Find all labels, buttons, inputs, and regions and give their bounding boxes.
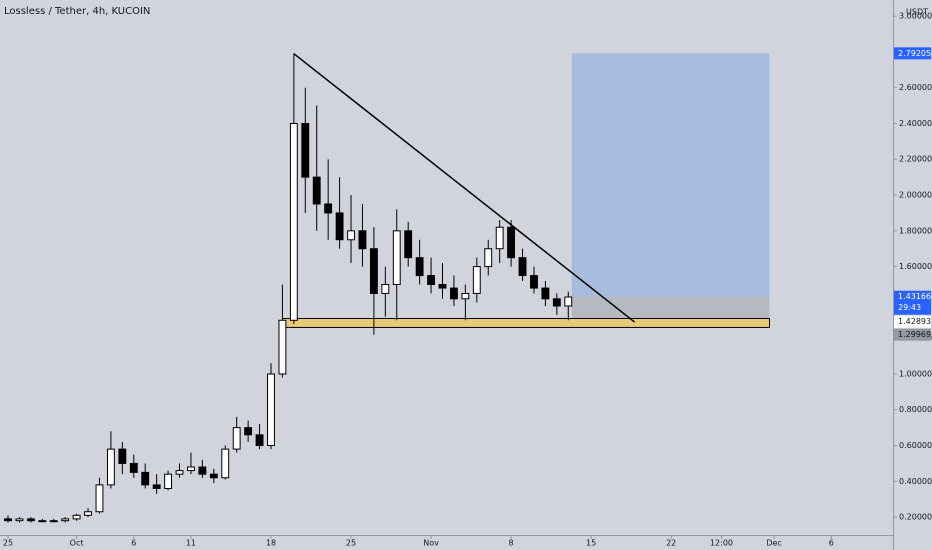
candle-body <box>518 257 527 277</box>
candle-body <box>415 257 424 277</box>
candle-body <box>15 518 24 522</box>
x-tick-label: Oct <box>70 539 84 548</box>
candle-body <box>552 298 561 307</box>
price-label-box <box>894 315 931 328</box>
price-label-box <box>894 290 931 315</box>
candle-body <box>530 275 538 289</box>
candle-body <box>404 230 413 259</box>
support-zone <box>281 317 771 328</box>
candle-body <box>106 448 115 486</box>
candle-body <box>4 518 12 522</box>
candle-body <box>564 296 573 307</box>
candle-body <box>278 319 287 375</box>
candle-body <box>209 473 218 479</box>
x-tick-label: 25 <box>3 539 13 548</box>
candle-body <box>164 473 173 489</box>
candle-body <box>118 448 127 464</box>
y-tick-label: 1.00000 <box>899 369 932 378</box>
x-tick-label: 6 <box>829 539 834 548</box>
x-tick-label: 8 <box>509 539 514 548</box>
x-tick-label: 12:00 <box>710 539 733 548</box>
price-label-box <box>894 328 931 341</box>
candle-body <box>232 427 241 450</box>
candle-body <box>324 203 333 214</box>
candle-body <box>141 471 150 486</box>
candle-body <box>312 176 321 205</box>
y-tick-label: 2.60000 <box>899 83 932 92</box>
candle-body <box>461 292 470 300</box>
chart-title: Lossless / Tether, 4h, KUCOIN <box>4 6 150 17</box>
countdown-label: 29:43 <box>898 303 921 312</box>
candle-body <box>301 122 310 178</box>
price-label: 1.42893 <box>898 317 931 326</box>
candle-body <box>221 448 230 479</box>
candle-body <box>187 466 195 472</box>
price-label: 1.29969 <box>898 330 931 339</box>
x-tick-label: 11 <box>186 539 196 548</box>
x-tick-label: 18 <box>266 539 276 548</box>
x-tick-label: 15 <box>586 539 596 548</box>
price-label-box <box>894 47 931 60</box>
candle-body <box>507 226 516 259</box>
candle-body <box>175 470 184 475</box>
x-tick-label: 6 <box>131 539 136 548</box>
y-tick-label: 1.80000 <box>899 226 932 235</box>
candle-body <box>244 427 253 436</box>
candle-body <box>347 230 355 241</box>
candle-body <box>392 230 401 285</box>
candle-body <box>95 484 104 513</box>
candle-body <box>438 283 447 289</box>
x-tick-label: 25 <box>346 539 356 548</box>
candle-body <box>381 283 390 294</box>
stop-zone <box>571 296 770 319</box>
candle-body <box>289 122 298 321</box>
candle-body <box>495 226 504 250</box>
y-tick-label: 3.00000 <box>899 12 932 21</box>
candle-body <box>369 248 378 294</box>
candle-body <box>26 518 35 522</box>
candle-body <box>450 287 458 300</box>
candle-body <box>72 514 81 520</box>
candle-body <box>84 511 92 516</box>
y-tick-label: 2.20000 <box>899 155 932 164</box>
candle-body <box>38 520 47 523</box>
candle-body <box>49 520 58 523</box>
price-label: 2.79205 <box>898 49 931 58</box>
candle-body <box>472 266 481 294</box>
candle-body <box>61 518 70 522</box>
currency-label: USDT <box>906 8 928 17</box>
candle-body <box>335 212 344 241</box>
y-tick-label: 0.80000 <box>899 405 932 414</box>
target-zone <box>571 53 770 297</box>
candle-body <box>541 287 550 300</box>
candle-body <box>267 373 275 447</box>
candle-body <box>427 275 435 285</box>
candle-body <box>358 230 367 250</box>
x-tick-label: Nov <box>423 539 439 548</box>
y-tick-label: 0.40000 <box>899 477 932 486</box>
y-tick-label: 0.60000 <box>899 441 932 450</box>
y-tick-label: 1.60000 <box>899 262 932 271</box>
candle-body <box>484 248 493 268</box>
y-tick-label: 2.00000 <box>899 191 932 200</box>
x-tick-label: Dec <box>766 539 781 548</box>
x-tick-label: 22 <box>666 539 676 548</box>
candle-body <box>152 484 161 489</box>
candle-body <box>255 434 264 447</box>
y-tick-label: 2.40000 <box>899 119 932 128</box>
trendline <box>293 53 636 323</box>
candle-body <box>129 462 138 473</box>
candle-body <box>198 466 207 475</box>
price-label: 1.43166 <box>898 292 931 301</box>
y-tick-label: 0.20000 <box>899 513 932 522</box>
